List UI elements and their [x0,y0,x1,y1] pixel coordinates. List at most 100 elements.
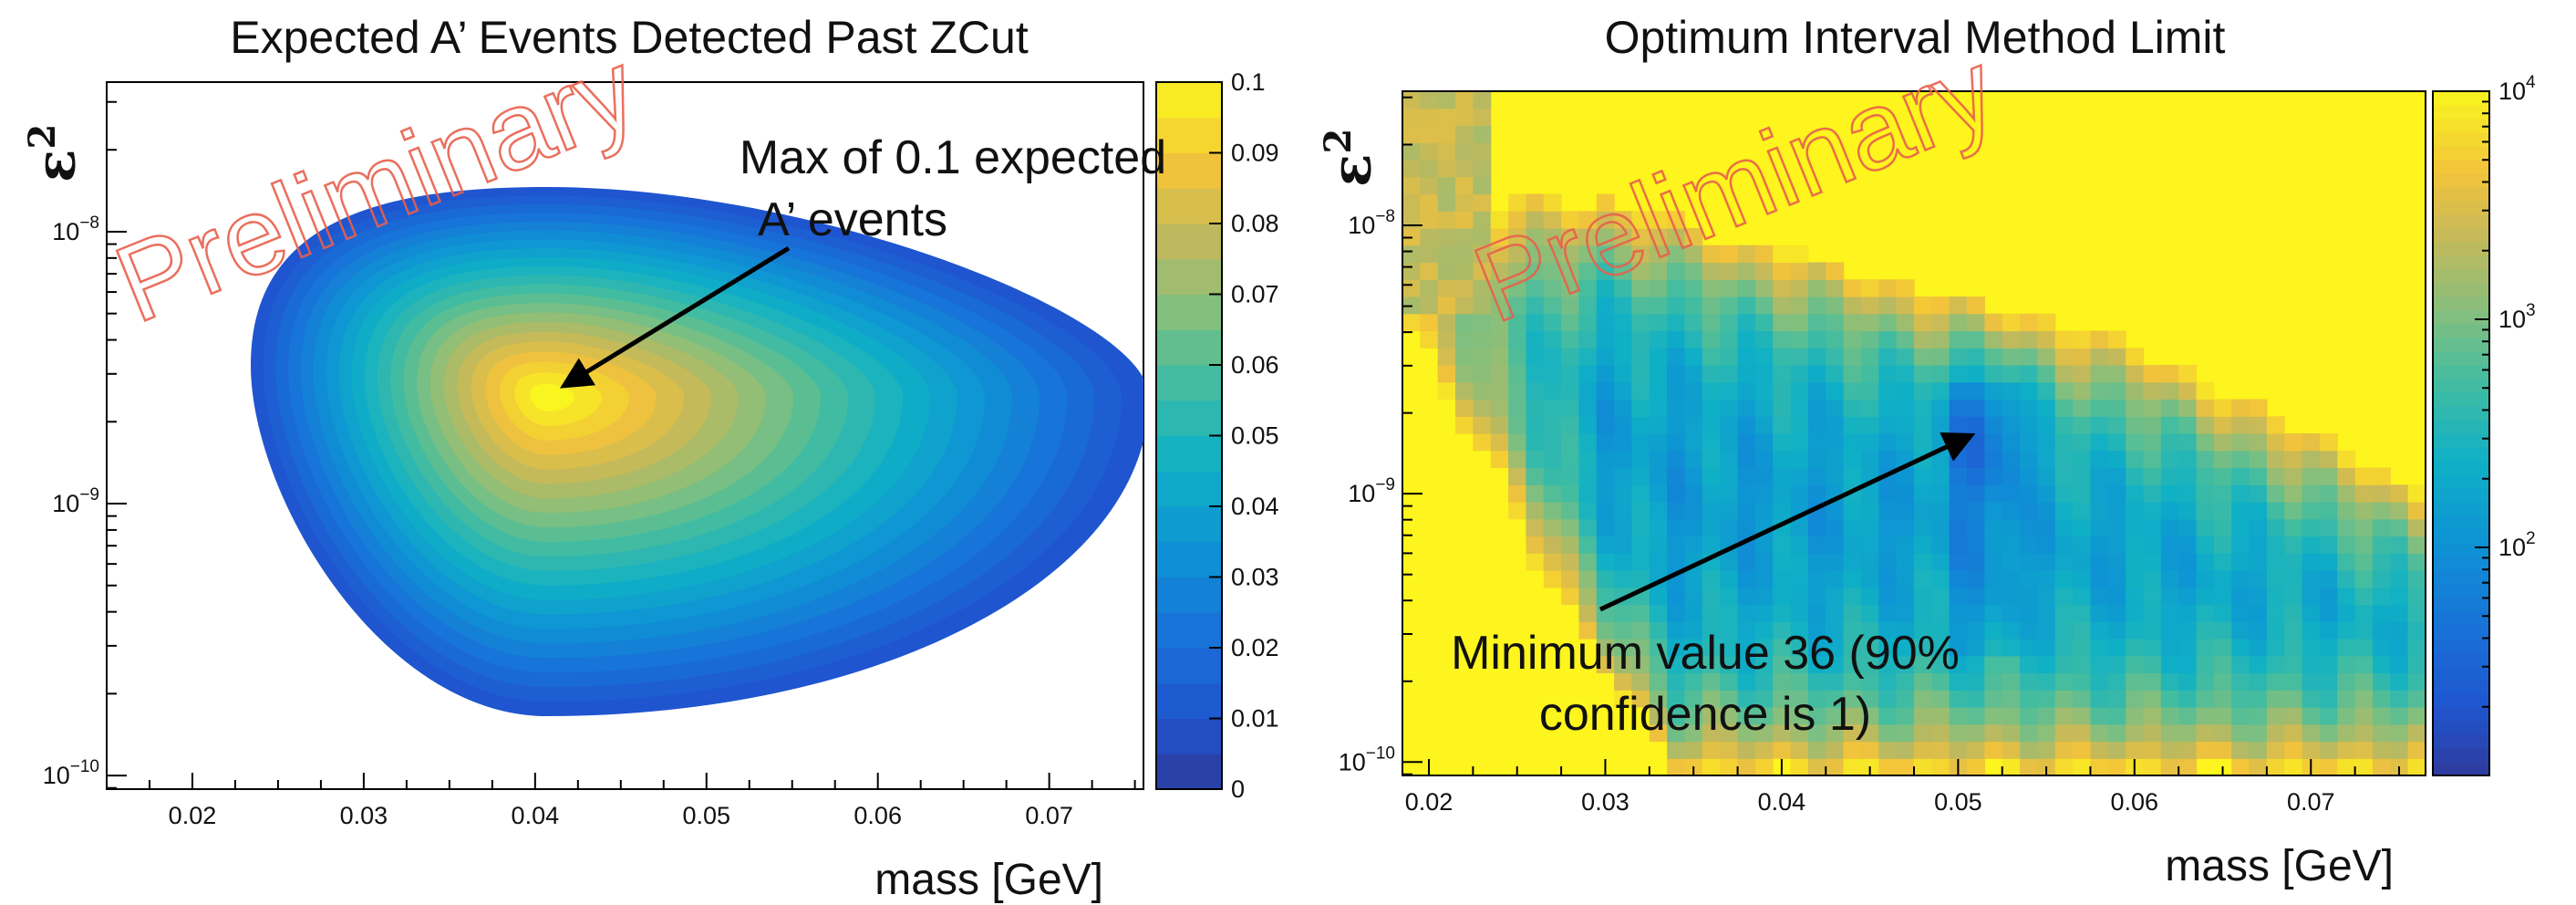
heatmap-cell [2037,433,2055,451]
heatmap-cell [2090,331,2108,348]
heatmap-cell [2108,673,2126,691]
heatmap-cell [1650,348,1668,365]
heatmap-cell [1667,433,1685,451]
heatmap-cell [1791,245,1809,263]
colorbar-tick-label: 0 [1231,775,1245,803]
heatmap-cell [1455,382,1474,400]
heatmap-cell [2214,416,2232,433]
heatmap-cell [1861,382,1879,400]
heatmap-cell [2408,502,2426,519]
heatmap-cell [2037,331,2055,348]
heatmap-cell [2126,707,2144,724]
colorbar-tick-label: 0.03 [1231,564,1279,591]
colorbar-band [2433,338,2489,352]
heatmap-cell [2390,690,2408,707]
heatmap-cell [2143,621,2161,639]
heatmap-cell [2320,553,2338,570]
heatmap-cell [1720,348,1738,365]
heatmap-cell [1526,468,1544,485]
heatmap-cell [1844,331,1862,348]
heatmap-cell [1561,416,1579,433]
heatmap-cell [2302,621,2321,639]
heatmap-cell [1438,382,1456,400]
colorbar-band [2433,269,2489,284]
heatmap-cell [2090,553,2108,570]
heatmap-cell [2267,484,2285,502]
heatmap-cell [1826,382,1844,400]
heatmap-cell [2037,639,2055,656]
heatmap-cell [1950,519,1968,536]
y-tick-label: 10−9 [52,485,99,517]
heatmap-cell [1631,382,1650,400]
heatmap-cell [2320,588,2338,605]
heatmap-cell [2090,433,2108,451]
heatmap-cell [1984,468,2002,485]
heatmap-cell [2284,484,2302,502]
heatmap-cell [1897,605,1915,622]
heatmap-cell [1950,502,1968,519]
heatmap-cell [2090,502,2108,519]
heatmap-cell [1755,468,1774,485]
heatmap-cell [1967,502,1985,519]
heatmap-cell [1773,553,1791,570]
heatmap-cell [1931,416,1950,433]
right-y-axis-label: ε2 [1317,129,1384,187]
heatmap-cell [2355,673,2374,691]
heatmap-cell [1861,348,1879,365]
heatmap-cell [2284,570,2302,588]
heatmap-cell [1438,211,1456,228]
heatmap-cell [1878,707,1897,724]
heatmap-cell [1950,570,1968,588]
heatmap-cell [1808,519,1826,536]
heatmap-cell [2408,656,2426,673]
heatmap-cell [1702,502,1721,519]
heatmap-cell [1738,314,1756,331]
heatmap-cell [2178,570,2197,588]
heatmap-cell [1402,126,1421,143]
heatmap-cell [1826,433,1844,451]
heatmap-cell [2108,707,2126,724]
heatmap-cell [1455,296,1474,314]
heatmap-cell [1914,588,1932,605]
heatmap-cell [1773,348,1791,365]
heatmap-cell [1544,400,1562,417]
colorbar-band [2433,379,2489,393]
heatmap-cell [1861,553,1879,570]
heatmap-cell [1597,468,1615,485]
heatmap-cell [2020,656,2038,673]
heatmap-cell [1808,365,1826,382]
heatmap-cell [2020,400,2038,417]
heatmap-cell [2161,758,2179,775]
heatmap-cell [2231,588,2250,605]
heatmap-cell [2355,570,2374,588]
heatmap-cell [1455,331,1474,348]
heatmap-cell [1631,519,1650,536]
heatmap-cell [1597,416,1615,433]
heatmap-cell [1897,348,1915,365]
heatmap-cell [1578,484,1597,502]
heatmap-cell [1950,536,1968,554]
heatmap-cell [1826,314,1844,331]
heatmap-cell [1826,758,1844,775]
heatmap-cell [1702,468,1721,485]
colorbar-band [1156,648,1222,683]
heatmap-cell [2055,673,2074,691]
heatmap-cell [2250,588,2268,605]
heatmap-cell [2214,639,2232,656]
heatmap-cell [1897,484,1915,502]
heatmap-cell [2408,588,2426,605]
heatmap-cell [1491,400,1509,417]
heatmap-cell [1861,433,1879,451]
heatmap-cell [1614,331,1632,348]
heatmap-cell [2267,536,2285,554]
heatmap-cell [2214,468,2232,485]
heatmap-cell [2055,365,2074,382]
heatmap-cell [2002,656,2021,673]
heatmap-cell [2055,690,2074,707]
heatmap-cell [2355,502,2374,519]
heatmap-cell [1473,416,1491,433]
heatmap-cell [2231,707,2250,724]
heatmap-cell [2161,742,2179,759]
heatmap-cell [2302,690,2321,707]
heatmap-cell [1755,314,1774,331]
